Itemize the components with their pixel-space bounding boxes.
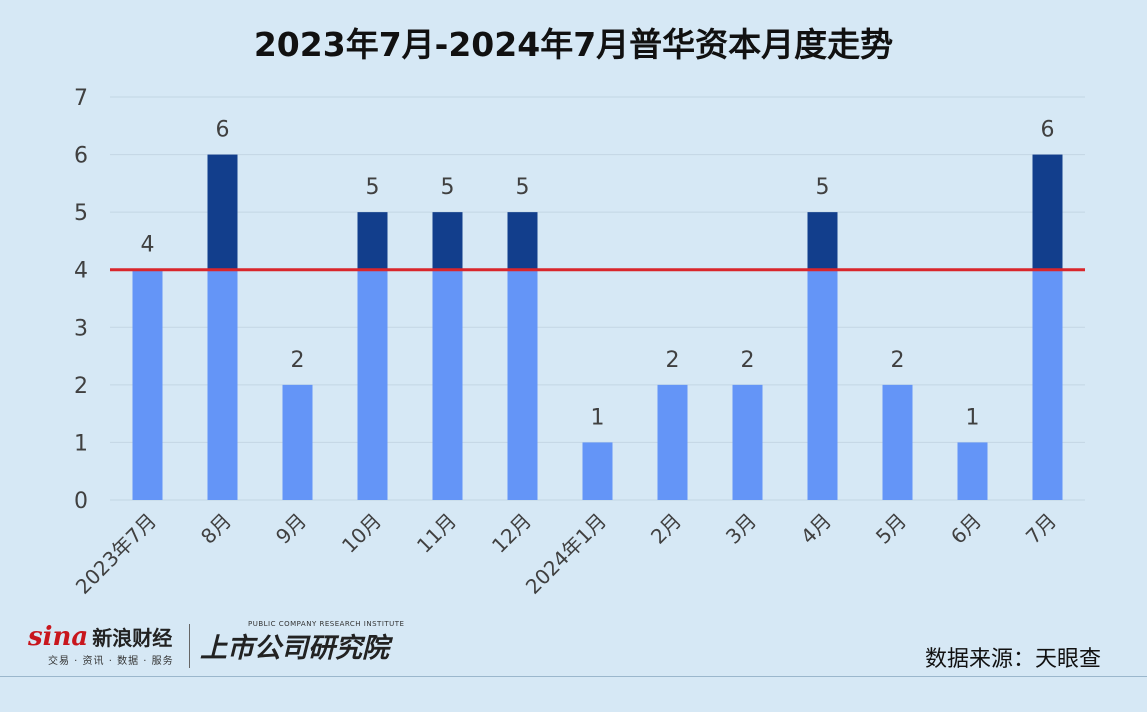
sina-brand-cn: 新浪财经 (92, 626, 173, 650)
y-tick-label: 5 (74, 201, 88, 226)
y-tick-label: 1 (74, 431, 88, 456)
data-label: 2 (666, 348, 680, 373)
x-tick-label: 12月 (487, 509, 536, 558)
x-tick-label: 7月 (1021, 509, 1061, 549)
sina-finance-logo: sina 新浪财经 交易 · 资讯 · 数据 · 服务 (28, 622, 174, 667)
bar (357, 269, 388, 500)
institute-en: PUBLIC COMPANY RESEARCH INSTITUTE (248, 620, 405, 628)
y-tick-label: 6 (74, 144, 88, 169)
bar (1032, 269, 1063, 500)
bar (432, 269, 463, 500)
x-tick-label: 5月 (871, 509, 911, 549)
y-tick-label: 2 (74, 374, 88, 399)
x-tick-label: 3月 (721, 509, 761, 549)
y-tick-label: 4 (74, 259, 88, 284)
bars (132, 154, 1063, 500)
x-tick-label: 11月 (412, 509, 461, 558)
bar (732, 384, 763, 500)
data-label: 5 (516, 175, 530, 200)
data-label: 4 (141, 233, 155, 258)
bar (957, 442, 988, 500)
data-label: 6 (1041, 118, 1055, 143)
bar (807, 269, 838, 500)
institute-logo: PUBLIC COMPANY RESEARCH INSTITUTE 上市公司研究… (200, 620, 404, 665)
footer-divider (0, 676, 1147, 677)
bar-above-reference (207, 154, 238, 270)
data-label: 1 (966, 405, 980, 430)
data-label: 6 (216, 118, 230, 143)
y-tick-label: 0 (74, 489, 88, 514)
y-tick-label: 7 (74, 86, 88, 111)
data-label: 2 (741, 348, 755, 373)
data-label: 1 (591, 405, 605, 430)
data-source: 数据来源：天眼查 (924, 647, 1101, 672)
bar (207, 269, 238, 500)
bar (282, 384, 313, 500)
bar-above-reference (807, 212, 838, 270)
x-tick-label: 6月 (946, 509, 986, 549)
bar (132, 269, 163, 500)
sina-brand: sina (28, 622, 89, 652)
x-tick-label: 2月 (646, 509, 686, 549)
bar (507, 269, 538, 500)
chart-title: 2023年7月-2024年7月普华资本月度走势 (253, 25, 894, 64)
x-tick-label: 4月 (796, 509, 836, 549)
sina-subtitle: 交易 · 资讯 · 数据 · 服务 (48, 656, 174, 667)
bar (882, 384, 913, 500)
institute-cn: 上市公司研究院 (200, 633, 389, 664)
bar-above-reference (357, 212, 388, 270)
data-label: 5 (441, 175, 455, 200)
data-label: 2 (291, 348, 305, 373)
x-tick-label: 2024年1月 (521, 509, 611, 599)
gridlines (110, 96, 1085, 501)
x-tick-label: 2023年7月 (71, 509, 161, 599)
x-tick-label: 9月 (271, 509, 311, 549)
y-tick-label: 3 (74, 316, 88, 341)
data-label: 5 (366, 175, 380, 200)
data-label: 2 (891, 348, 905, 373)
bar (657, 384, 688, 500)
bar-above-reference (507, 212, 538, 270)
x-tick-label: 8月 (196, 509, 236, 549)
bar-above-reference (432, 212, 463, 270)
data-label: 5 (816, 175, 830, 200)
y-axis-ticks: 0 1 2 3 4 5 6 7 (74, 86, 88, 514)
bar (582, 442, 613, 500)
bar-above-reference (1032, 154, 1063, 270)
x-tick-label: 10月 (337, 509, 386, 558)
data-labels: 4 6 2 5 5 5 1 2 2 5 2 1 6 (141, 118, 1055, 431)
logo-divider (189, 624, 190, 668)
